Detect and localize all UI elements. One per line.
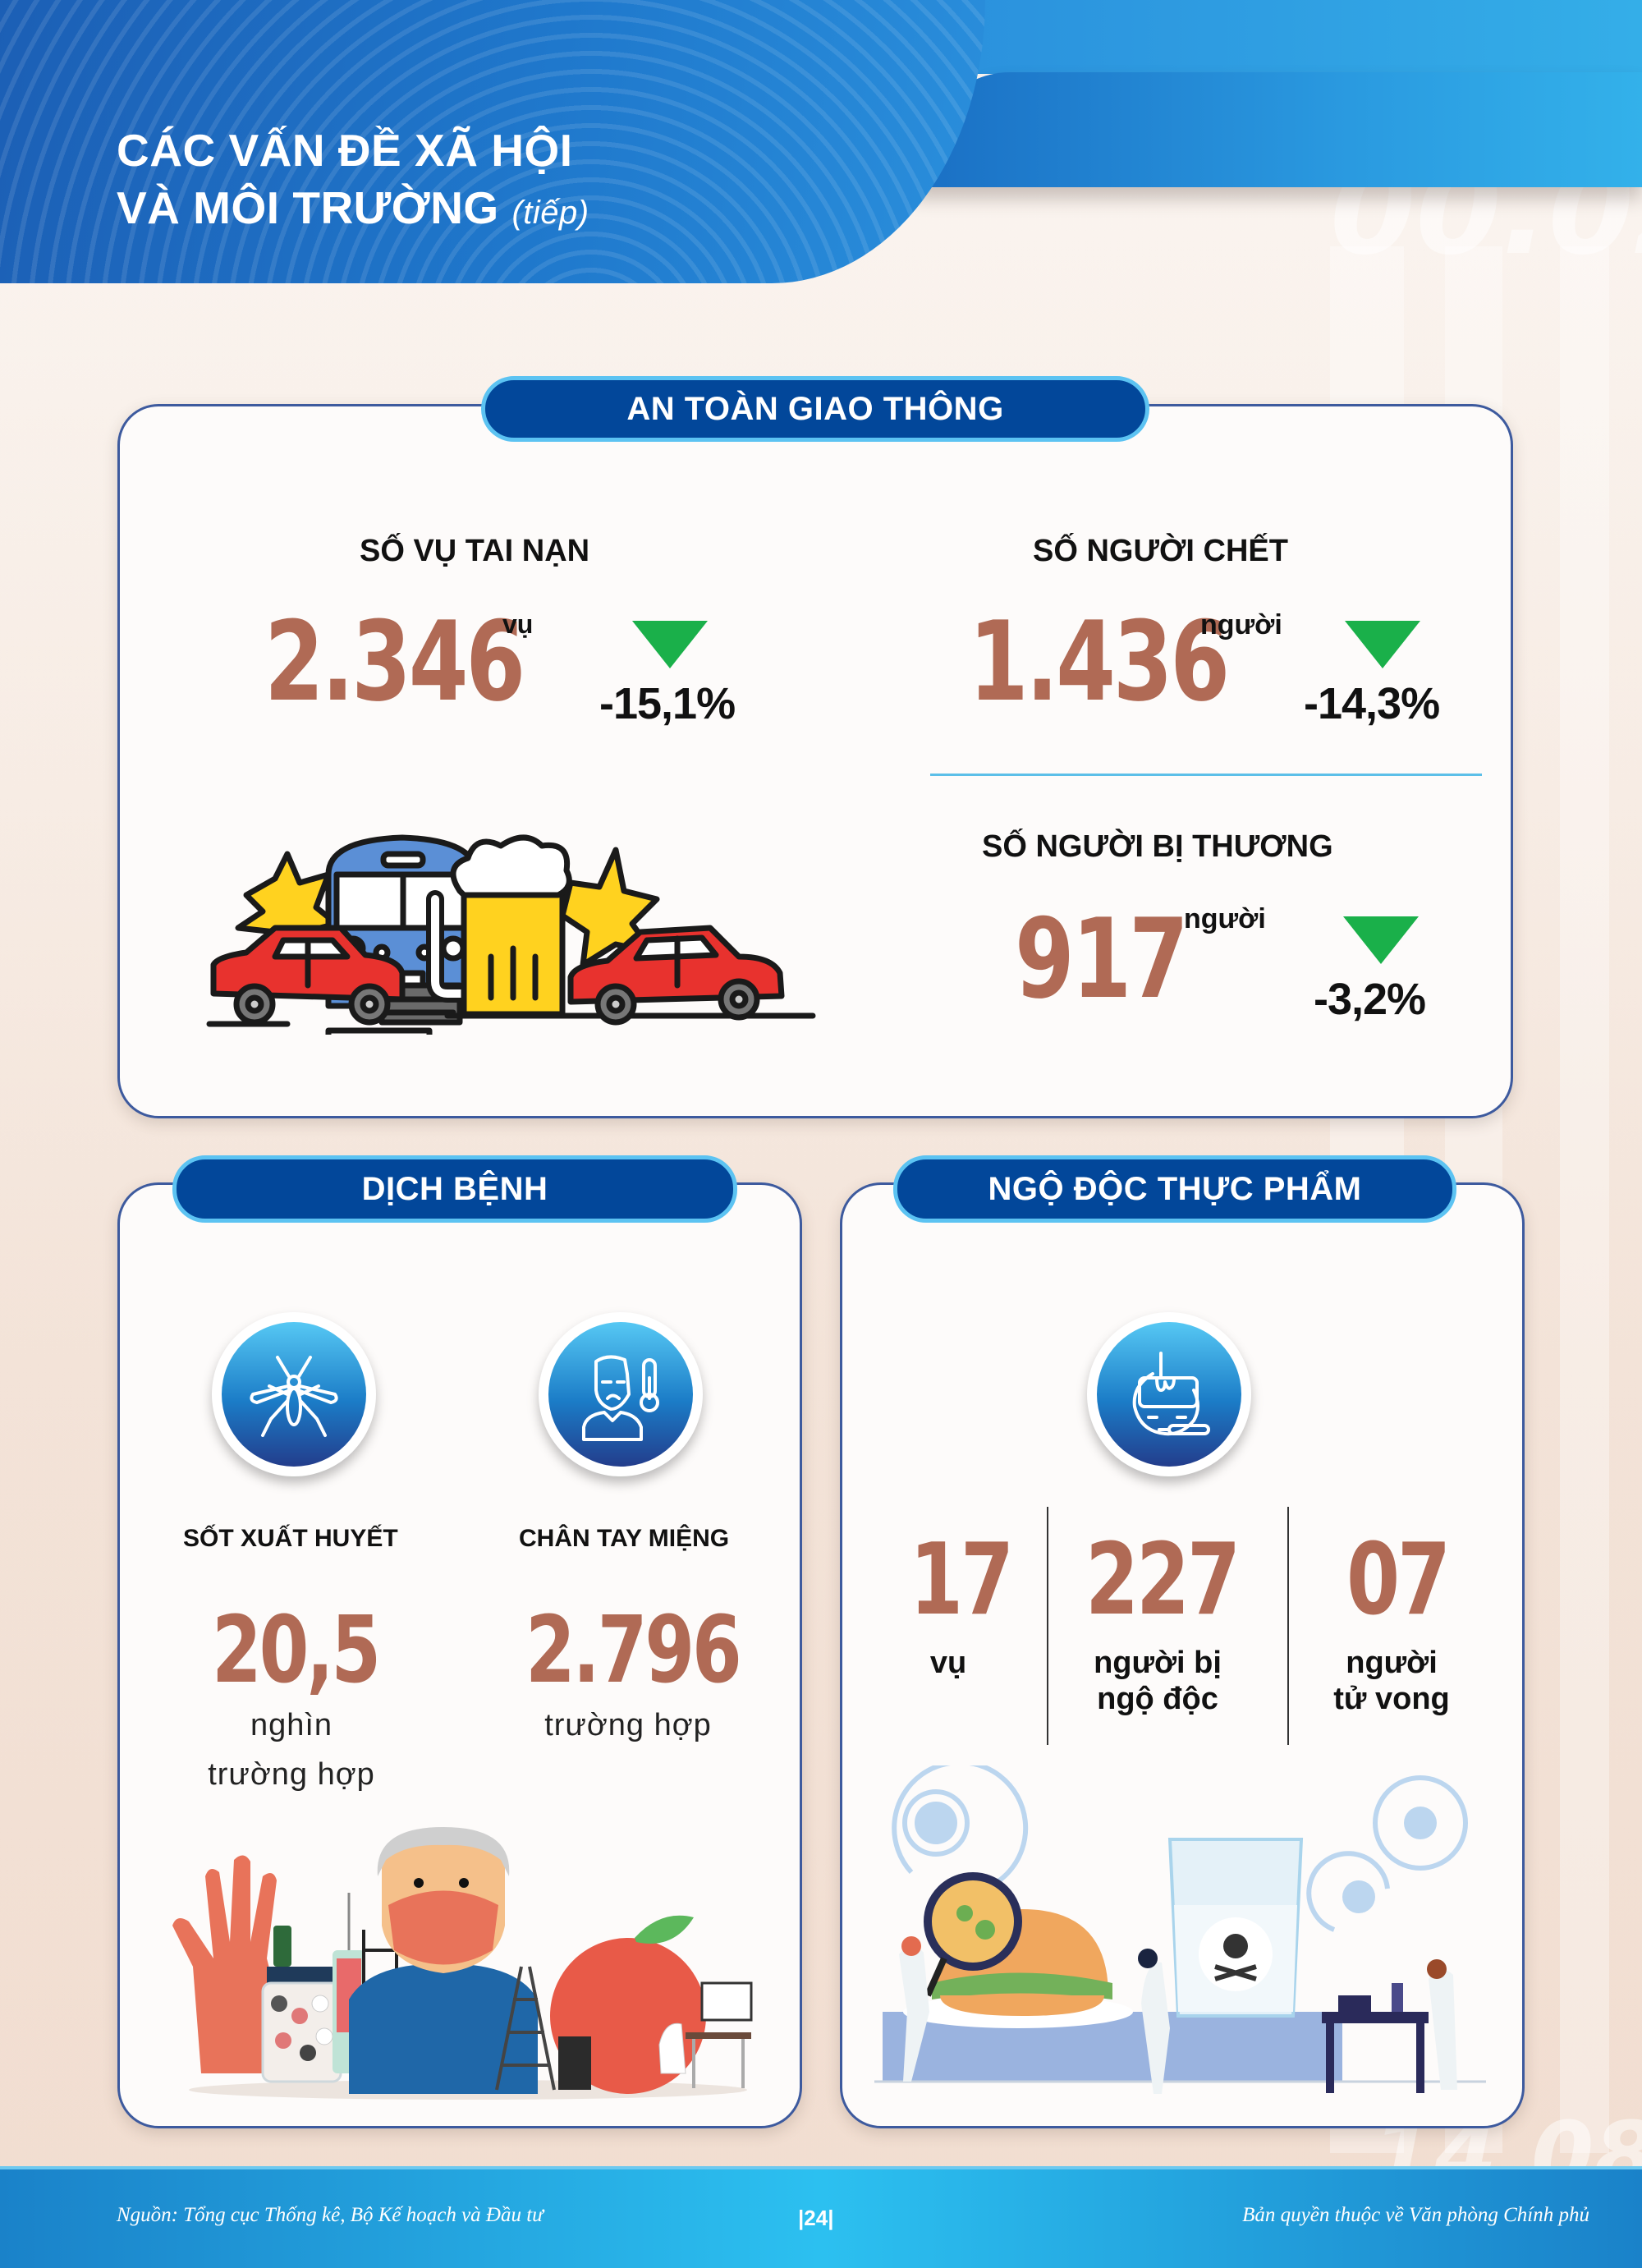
food-victims-value: 227 — [1085, 1523, 1241, 1637]
contaminated-food-icon — [1087, 1312, 1251, 1476]
accidents-value: 2.346 — [264, 598, 525, 726]
deaths-value: 1.436 — [969, 598, 1230, 726]
food-divider-2 — [1287, 1507, 1289, 1745]
header-top-strip — [903, 0, 1642, 74]
deaths-label: SỐ NGƯỜI CHẾT — [1033, 534, 1288, 568]
footer-page-number: |24| — [798, 2206, 834, 2230]
hfmd-label: CHÂN TAY MIỆNG — [519, 1525, 730, 1552]
page-title-line2: VÀ MÔI TRƯỜNG — [117, 182, 499, 233]
food-cases-unit: vụ — [929, 1646, 967, 1680]
traffic-safety-title: AN TOÀN GIAO THÔNG — [481, 376, 1149, 442]
food-victims-unit-line1: người bị — [1094, 1646, 1222, 1680]
deaths-unit: người — [1200, 609, 1282, 640]
page-footer: Nguồn: Tổng cục Thống kê, Bộ Kế hoạch và… — [0, 2166, 1642, 2268]
hfmd-value: 2.796 — [525, 1597, 742, 1704]
disease-prevention-illustration — [168, 1827, 768, 2106]
deaths-change: -14,3% — [1304, 679, 1440, 728]
sick-person-thermometer-icon — [539, 1312, 703, 1476]
accidents-unit: vụ — [502, 609, 534, 639]
accidents-down-arrow-icon — [632, 621, 708, 668]
food-poisoning-title: NGỘ ĐỘC THỰC PHẨM — [893, 1155, 1456, 1223]
food-deaths-unit-line1: người — [1346, 1646, 1438, 1680]
injuries-value: 917 — [1015, 895, 1189, 1023]
injuries-label: SỐ NGƯỜI BỊ THƯƠNG — [982, 829, 1333, 864]
injuries-unit: người — [1184, 903, 1266, 934]
page-title-line1: CÁC VẤN ĐỀ XÃ HỘI — [117, 125, 573, 176]
food-victims-unit-line2: ngộ độc — [1097, 1682, 1218, 1716]
page-title-suffix: (tiếp) — [511, 195, 589, 231]
accidents-change: -15,1% — [599, 679, 736, 728]
header-pattern-background — [0, 0, 985, 283]
hfmd-unit-line1: trường hợp — [544, 1708, 712, 1742]
mosquito-icon — [212, 1312, 376, 1476]
train-car-collision-and-drunk-driving-icon — [197, 809, 846, 1035]
footer-copyright: Bản quyền thuộc về Văn phòng Chính phủ — [1242, 2204, 1589, 2226]
food-inspection-illustration — [862, 1765, 1502, 2102]
food-divider-1 — [1047, 1507, 1048, 1745]
header-ribbon — [911, 72, 1642, 187]
traffic-divider — [930, 774, 1482, 776]
footer-source: Nguồn: Tổng cục Thống kê, Bộ Kế hoạch và… — [117, 2204, 544, 2226]
dengue-value: 20,5 — [212, 1597, 381, 1704]
food-deaths-value: 07 — [1346, 1523, 1451, 1637]
accidents-label: SỐ VỤ TAI NẠN — [360, 534, 590, 568]
food-deaths-unit-line2: tử vong — [1333, 1682, 1450, 1716]
page-title: CÁC VẤN ĐỀ XÃ HỘI VÀ MÔI TRƯỜNG (tiếp) — [117, 122, 589, 241]
injuries-change: -3,2% — [1314, 975, 1426, 1024]
injuries-down-arrow-icon — [1343, 916, 1419, 964]
epidemics-title: DỊCH BỆNH — [172, 1155, 737, 1223]
food-cases-value: 17 — [910, 1523, 1014, 1637]
dengue-unit-line2: trường hợp — [208, 1757, 375, 1792]
dengue-label: SỐT XUẤT HUYẾT — [183, 1525, 398, 1552]
page-header: CÁC VẤN ĐỀ XÃ HỘI VÀ MÔI TRƯỜNG (tiếp) — [0, 0, 1642, 283]
dengue-unit-line1: nghìn — [250, 1708, 333, 1742]
deaths-down-arrow-icon — [1345, 621, 1420, 668]
